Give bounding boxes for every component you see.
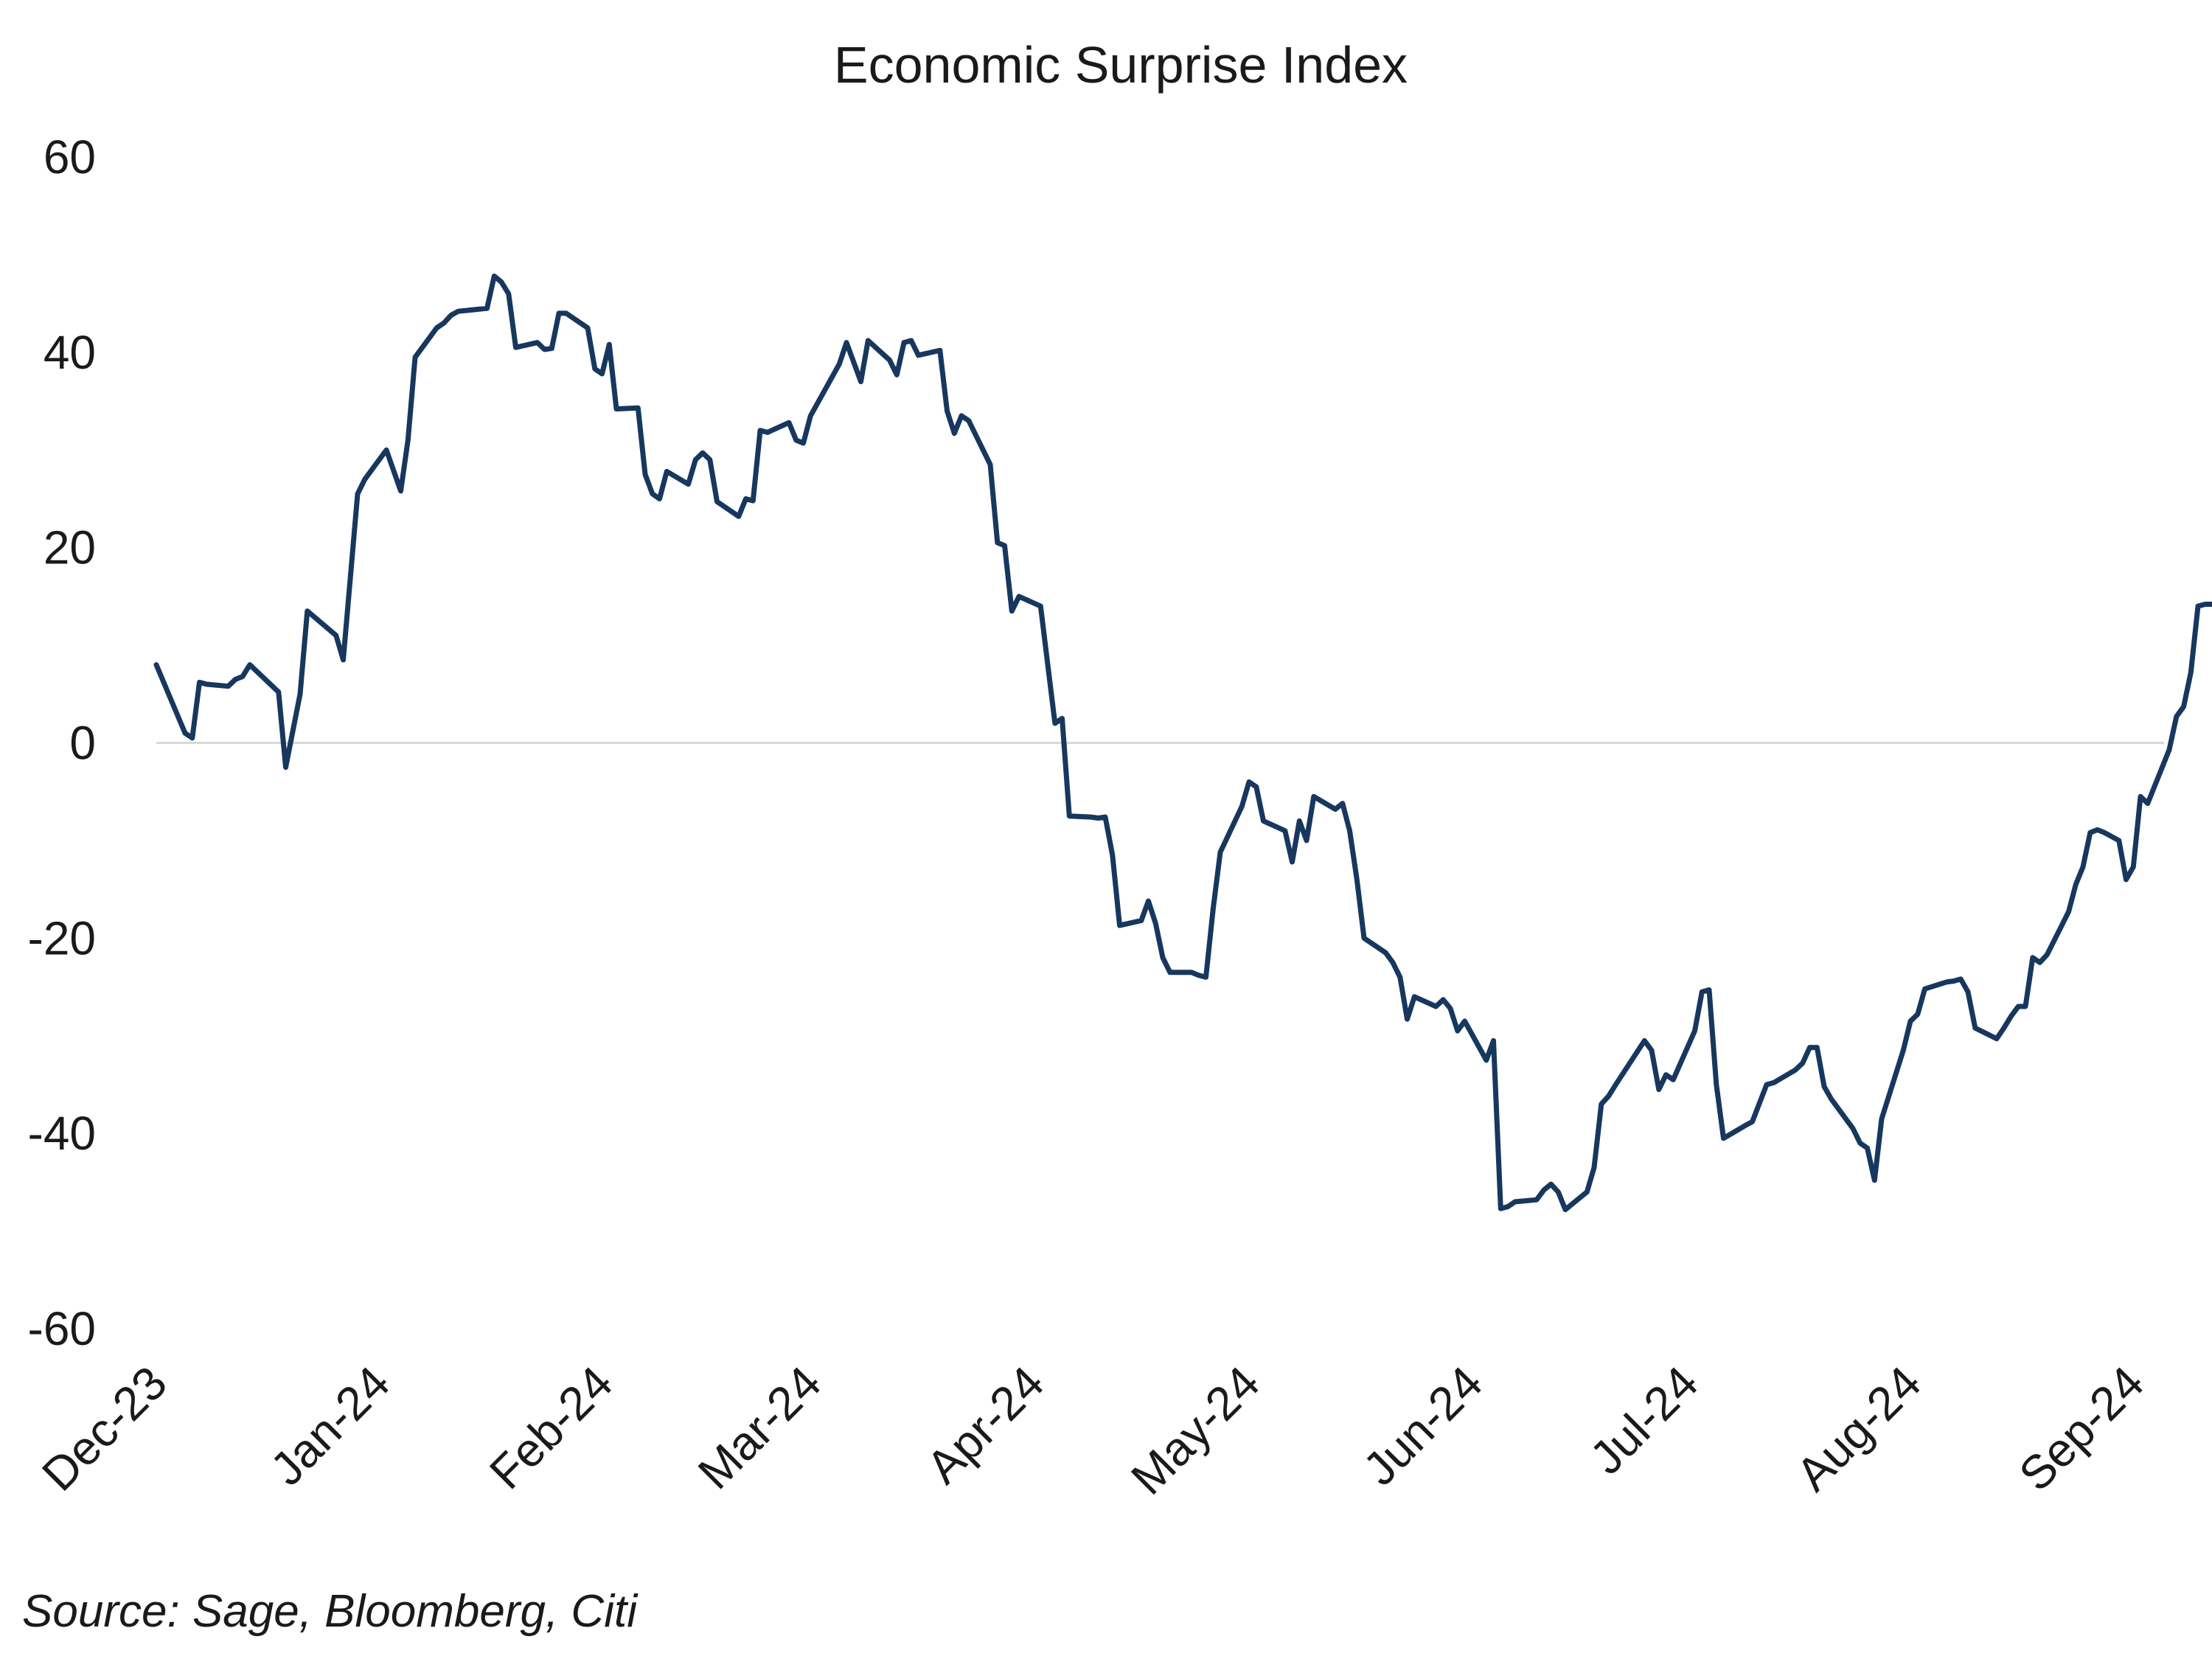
y-tick-label: 20 bbox=[44, 521, 96, 574]
x-tick-label: Feb-24 bbox=[479, 1356, 622, 1499]
x-tick-label: Mar-24 bbox=[688, 1356, 831, 1499]
y-tick-label: -60 bbox=[28, 1302, 97, 1355]
y-tick-label: 40 bbox=[44, 326, 96, 379]
source-note: Source: Sage, Bloomberg, Citi bbox=[22, 1586, 637, 1637]
y-axis: 60 40 20 0 -20 -40 -60 bbox=[28, 131, 97, 1355]
x-tick-label: Apr-24 bbox=[917, 1356, 1054, 1494]
x-tick-label: May-24 bbox=[1121, 1356, 1270, 1505]
x-tick-label: Jun-24 bbox=[1353, 1356, 1492, 1495]
y-tick-label: 0 bbox=[69, 717, 96, 770]
series-line bbox=[153, 274, 2212, 1212]
x-tick-label: Sep-24 bbox=[2008, 1356, 2154, 1501]
y-tick-label: -40 bbox=[28, 1107, 97, 1160]
chart-title: Economic Surprise Index bbox=[833, 36, 1408, 94]
y-tick-label: -20 bbox=[28, 911, 97, 964]
y-tick-label: 60 bbox=[44, 131, 96, 184]
x-tick-label: Aug-24 bbox=[1786, 1356, 1931, 1501]
x-tick-label: Jan-24 bbox=[260, 1356, 400, 1495]
x-axis: Dec-23 Jan-24 Feb-24 Mar-24 Apr-24 May-24 Jun-… bbox=[32, 1356, 2154, 1505]
x-tick-label: Jul-24 bbox=[1579, 1356, 1708, 1484]
x-tick-label: Dec-23 bbox=[32, 1356, 177, 1501]
